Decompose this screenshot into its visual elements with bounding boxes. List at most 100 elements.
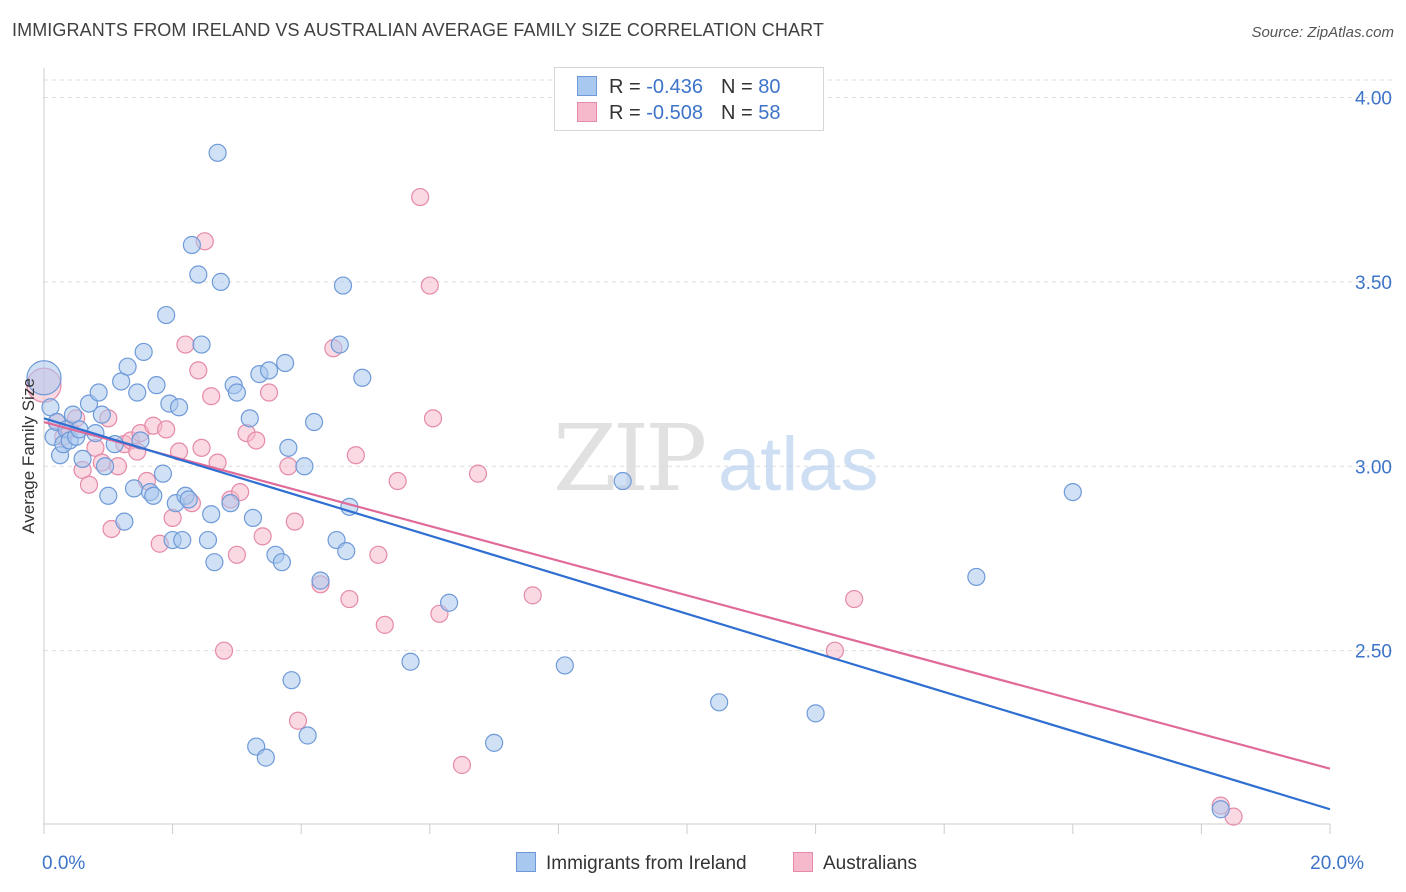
ireland-point <box>555 656 574 675</box>
australians-trend-line <box>43 420 1331 770</box>
australians-point <box>253 527 272 546</box>
ireland-point <box>330 335 349 354</box>
legend-r-value: -0.436 <box>646 76 703 98</box>
ireland-point <box>272 553 292 572</box>
ireland-point <box>192 335 211 354</box>
series-legend-ireland[interactable]: Immigrants from Ireland <box>516 852 747 878</box>
australians-point <box>259 383 279 402</box>
ireland-point <box>202 505 221 524</box>
ireland-point <box>1211 800 1230 819</box>
y-tick-label: 3.50 <box>1355 273 1392 294</box>
legend-n-label: N = <box>720 76 759 98</box>
ireland-point <box>92 405 111 424</box>
ireland-point <box>157 305 176 325</box>
correlation-legend: R = -0.436 N = 80 R = -0.508 N = 58 <box>554 67 824 131</box>
australians-point <box>279 457 298 476</box>
ireland-point <box>95 457 115 476</box>
ireland-point <box>134 342 153 362</box>
ireland-point <box>353 368 372 387</box>
ireland-point <box>279 438 298 457</box>
watermark-atlas: atlas <box>718 422 879 507</box>
ireland-point <box>304 412 324 432</box>
ireland-point <box>179 490 198 509</box>
ireland-point <box>401 652 420 671</box>
australians-point <box>420 276 439 295</box>
y-tick-label: 4.00 <box>1355 89 1392 110</box>
ireland-point <box>124 479 144 498</box>
australians-point <box>375 615 394 634</box>
australians-point <box>285 512 304 531</box>
ireland-point <box>147 376 166 395</box>
y-tick-label: 3.00 <box>1355 457 1392 478</box>
axes <box>43 68 1331 834</box>
ireland-point <box>205 553 224 572</box>
ireland-point <box>282 671 301 690</box>
australians-point <box>202 387 221 406</box>
ireland-point <box>189 265 208 284</box>
series-swatch-australians <box>793 852 813 872</box>
ireland-point <box>240 409 259 428</box>
legend-row-australians: R = -0.508 N = 58 <box>577 102 780 126</box>
legend-swatch-australians <box>577 102 597 122</box>
australians-point <box>247 431 266 450</box>
australians-point <box>845 589 864 609</box>
ireland-point <box>99 486 118 505</box>
grid-lines <box>44 79 1392 652</box>
ireland-point <box>26 360 62 396</box>
ireland-point <box>333 276 353 295</box>
trend-lines <box>43 417 1331 811</box>
series-legend-australians[interactable]: Australians <box>793 852 917 878</box>
ireland-point <box>182 235 201 255</box>
australians-point <box>79 475 99 494</box>
x-tick-label: 20.0% <box>1310 853 1364 874</box>
australians-point <box>411 187 430 207</box>
ireland-point <box>613 471 632 491</box>
ireland-point <box>243 508 263 528</box>
ireland-point <box>967 567 986 587</box>
ireland-point <box>153 464 173 483</box>
ireland-point <box>485 733 504 752</box>
legend-r-label: R = <box>609 102 647 124</box>
ireland-point <box>115 512 134 531</box>
series-label-australians: Australians <box>823 853 917 874</box>
australians-point <box>340 589 359 609</box>
australians-point <box>157 420 176 439</box>
series-label-ireland: Immigrants from Ireland <box>546 853 747 874</box>
ireland-point <box>276 353 295 373</box>
ireland-point <box>173 530 192 550</box>
ireland-point <box>439 593 459 612</box>
ireland-point <box>198 530 218 550</box>
ireland-point <box>208 143 227 162</box>
australians-point <box>214 641 234 660</box>
ireland-point <box>169 398 189 417</box>
tick-labels: 4.00 3.50 3.00 2.50 0.0% 20.0% <box>42 89 1392 874</box>
legend-n-value: 58 <box>758 102 781 124</box>
watermark: ZIP atlas <box>553 405 879 512</box>
australians-point <box>523 586 542 605</box>
ireland-point <box>311 571 330 590</box>
australians-point <box>176 335 195 354</box>
legend-r-value: -0.508 <box>646 102 703 124</box>
ireland-point <box>806 704 825 723</box>
australians-point <box>192 438 211 457</box>
ireland-point <box>128 383 147 402</box>
australians-point <box>452 755 472 775</box>
australians-point <box>189 361 208 380</box>
source-label: Source: ZipAtlas.com <box>1251 24 1394 41</box>
ireland-point <box>211 272 230 291</box>
ireland-point <box>256 748 275 767</box>
ireland-point <box>227 383 246 402</box>
australians-point <box>388 471 407 491</box>
legend-n-label: N = <box>720 102 759 124</box>
ireland-point <box>118 357 137 376</box>
y-axis-label: Average Family Size <box>19 378 38 534</box>
ireland-point <box>337 542 356 561</box>
australians-point <box>346 446 365 465</box>
australians-point <box>163 508 182 528</box>
australians-point <box>288 711 308 730</box>
australians-point <box>468 464 488 483</box>
australians-point <box>369 545 388 564</box>
chart-title: IMMIGRANTS FROM IRELAND VS AUSTRALIAN AV… <box>12 20 824 40</box>
ireland-point <box>298 726 317 745</box>
y-tick-label: 2.50 <box>1355 642 1392 663</box>
